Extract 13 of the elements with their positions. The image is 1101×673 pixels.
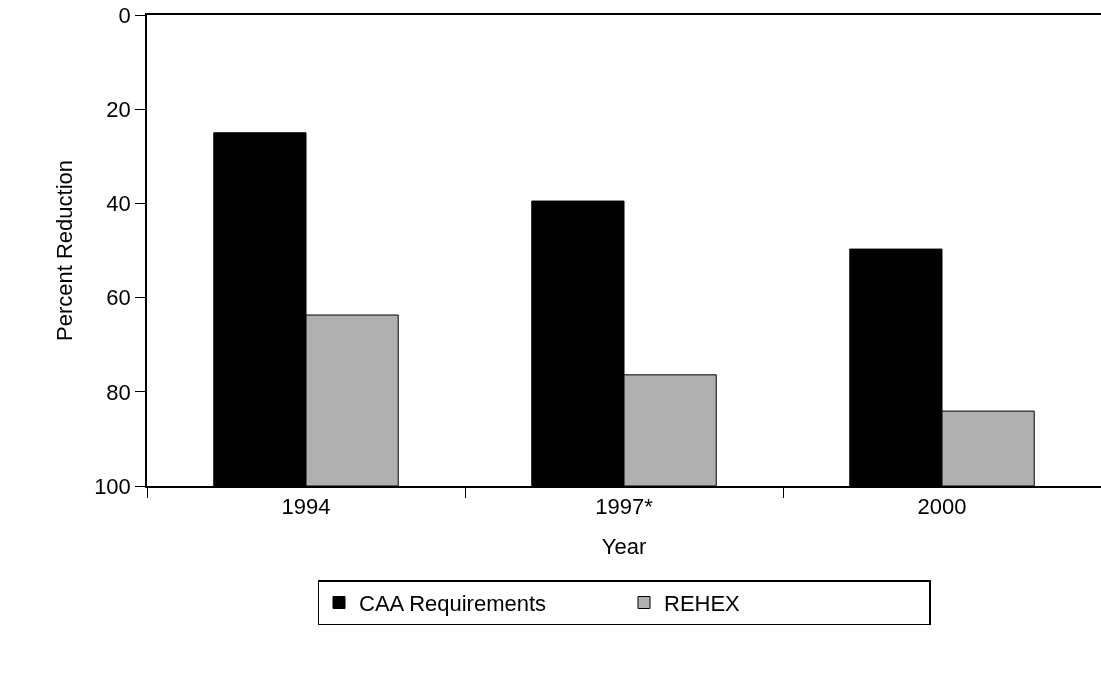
x-tick-label: 2000 <box>917 494 967 520</box>
x-tick-label: 1997* <box>595 494 654 520</box>
y-tick-label: 20 <box>106 96 131 122</box>
y-tick-label: 40 <box>106 191 131 217</box>
y-tick-label: 100 <box>94 473 131 499</box>
y-tick-label: 60 <box>106 285 131 311</box>
legend-label: CAA Requirements <box>359 591 547 617</box>
y-tick-label: 0 <box>118 2 131 28</box>
x-tick-label: 1994 <box>281 494 331 520</box>
y-tick-label: 80 <box>106 379 131 405</box>
y-axis-title: Percent Reduction <box>52 160 78 341</box>
legend-label: REHEX <box>664 591 741 617</box>
x-axis-title: Year <box>601 533 647 559</box>
